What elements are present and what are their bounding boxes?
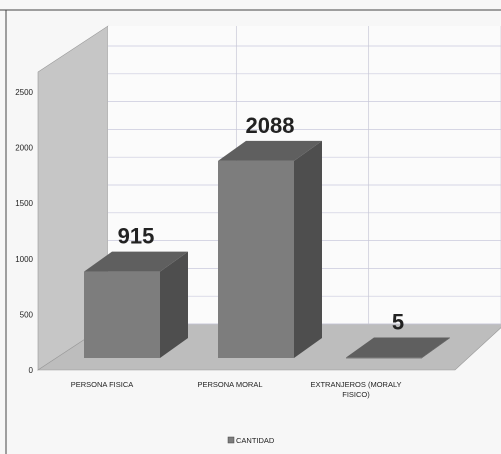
y-tick-label: 2000: [15, 144, 33, 153]
legend: CANTIDAD: [227, 436, 275, 445]
data-label: 2088: [246, 113, 295, 138]
y-tick-label: 0: [29, 366, 34, 375]
legend-label: CANTIDAD: [236, 436, 275, 445]
y-tick-label: 500: [20, 310, 34, 319]
bar-top: [84, 251, 188, 272]
data-label: 915: [118, 224, 155, 249]
y-tick-label: 2500: [15, 88, 33, 97]
category-label: PERSONA FISICA: [71, 380, 134, 389]
bar-side: [294, 140, 322, 358]
bar: [346, 357, 422, 359]
bar-side: [160, 251, 188, 358]
category-label: PERSONA MORAL: [197, 380, 262, 389]
bar: [218, 160, 294, 358]
category-label: FISICO): [342, 390, 370, 399]
data-label: 5: [392, 310, 404, 335]
legend-swatch: [227, 436, 235, 444]
bar-side: [422, 337, 450, 358]
bar: [84, 271, 160, 358]
bar-top: [218, 140, 322, 161]
bar-top: [346, 337, 450, 358]
y-tick-label: 1000: [15, 255, 33, 264]
category-label: EXTRANJEROS (MORALY: [310, 380, 401, 389]
y-tick-label: 1500: [15, 199, 33, 208]
